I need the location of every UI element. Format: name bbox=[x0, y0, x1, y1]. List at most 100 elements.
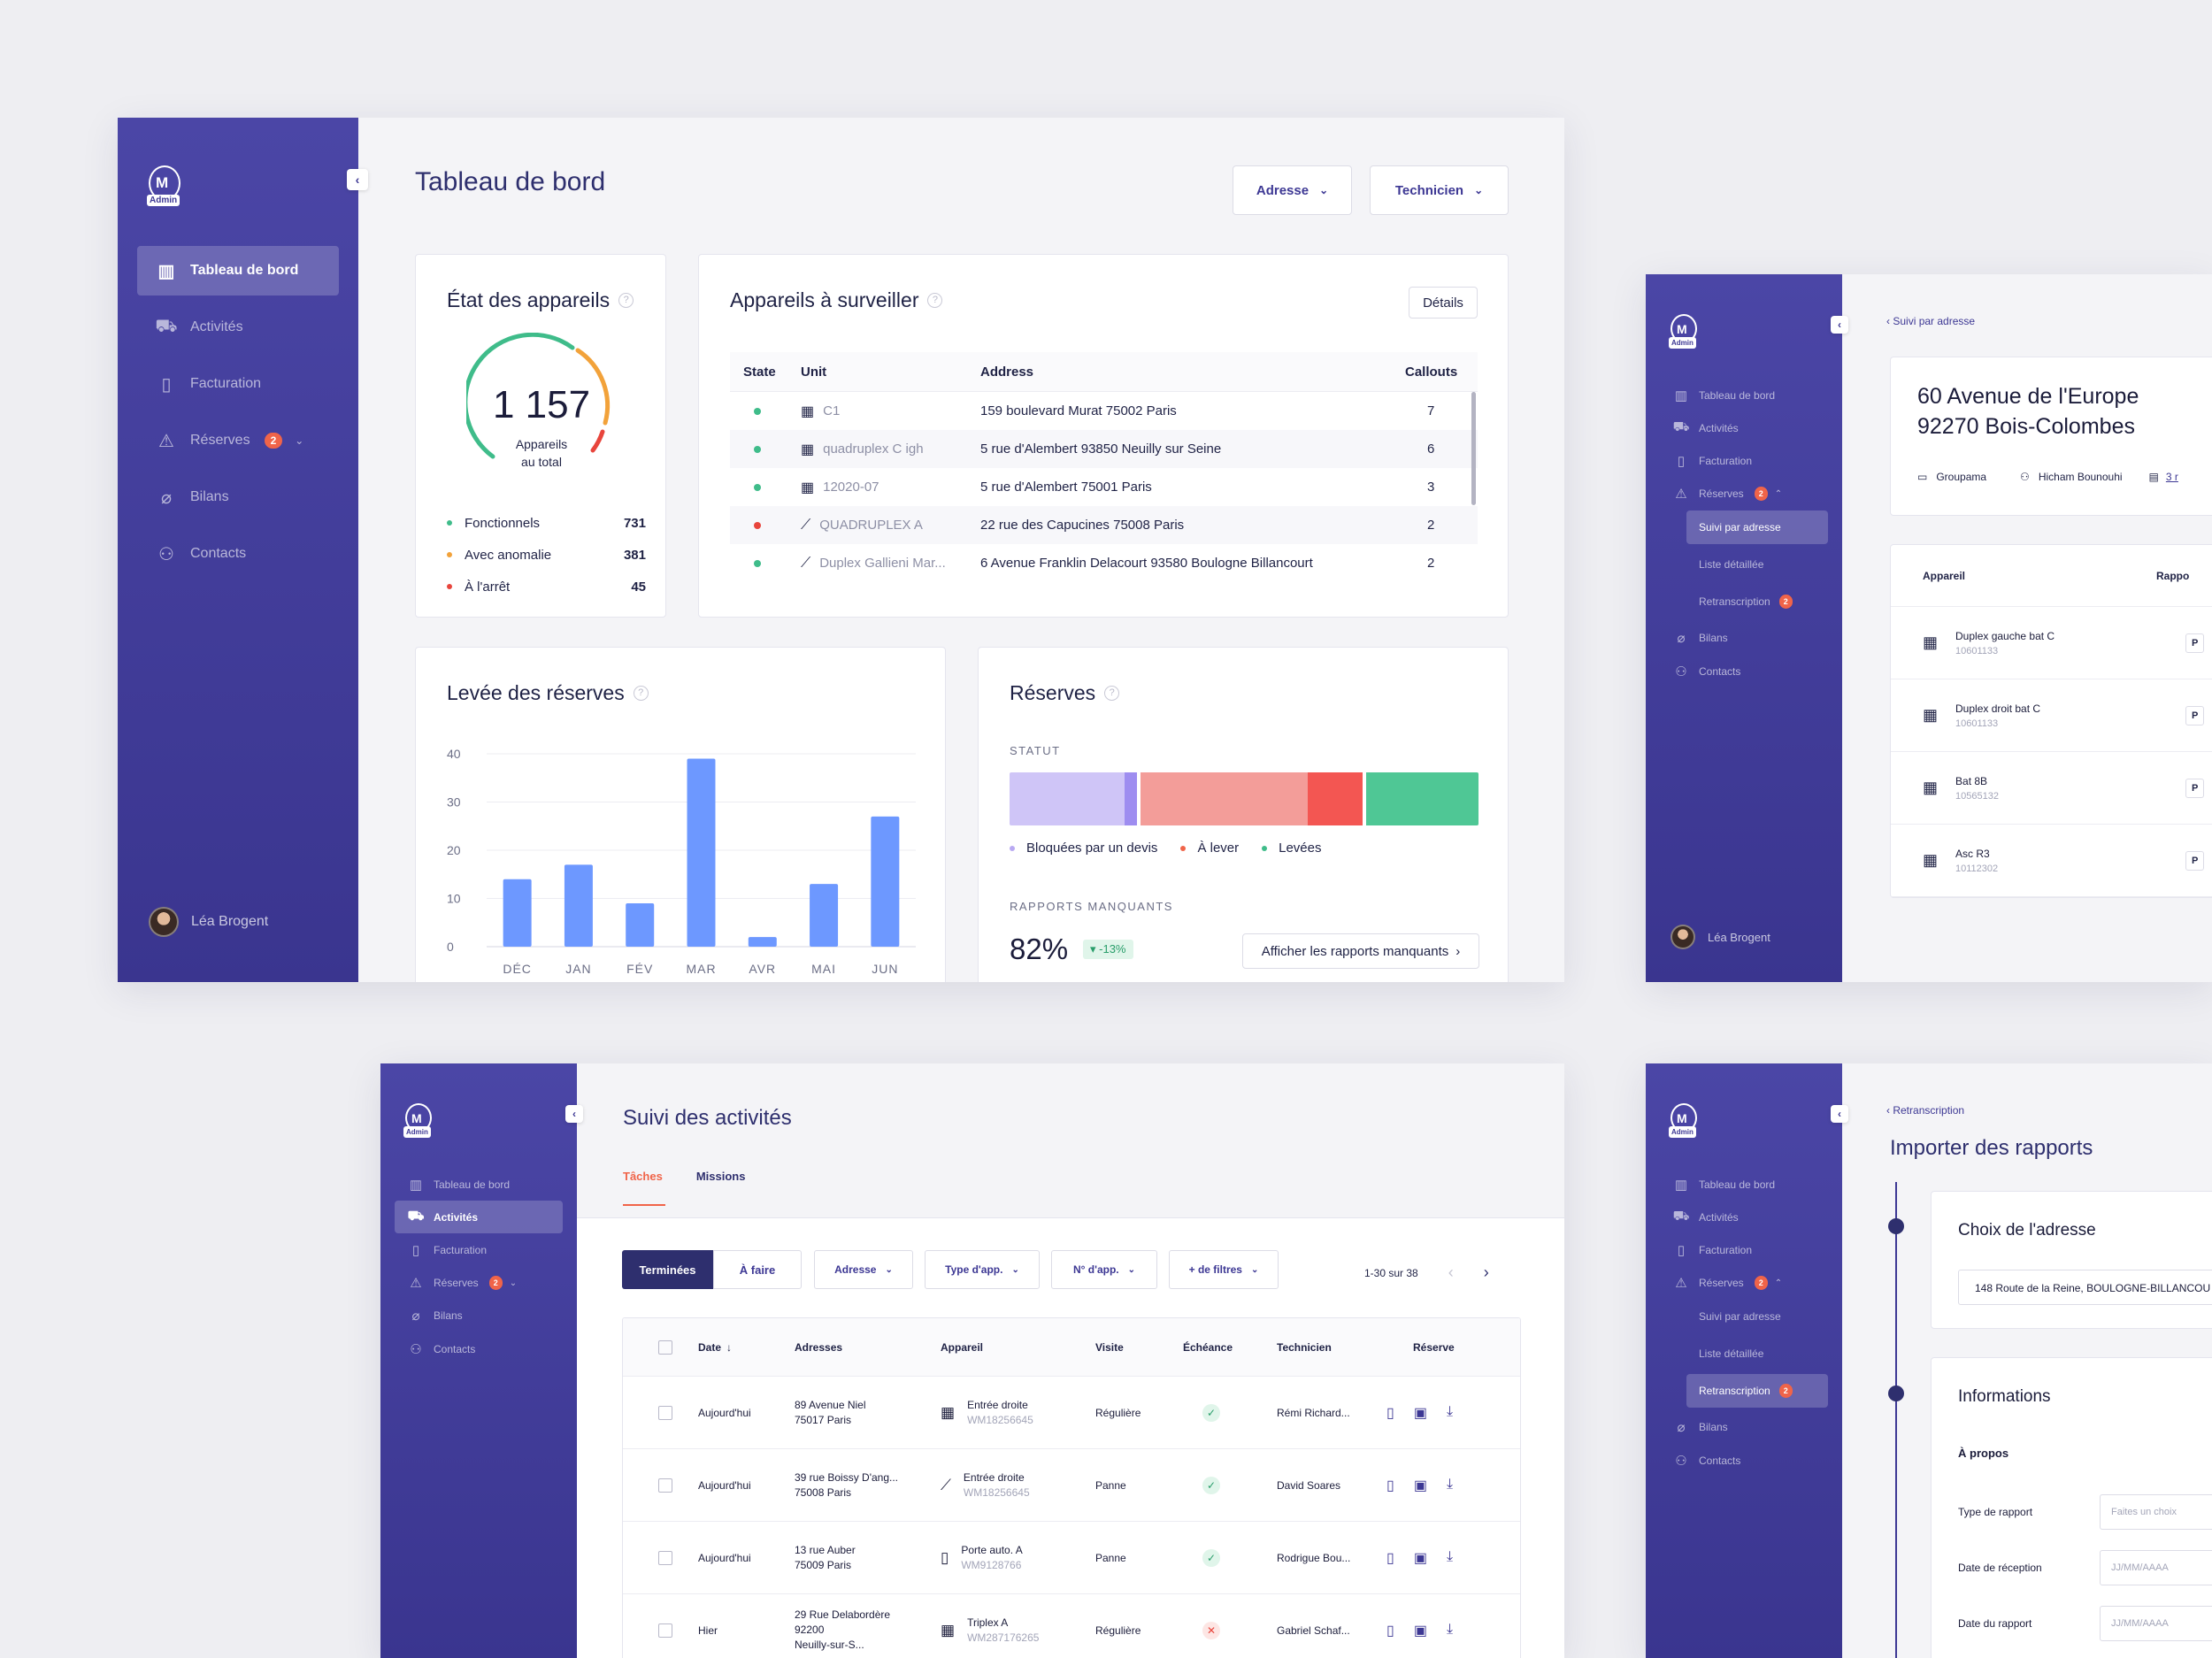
table-row[interactable]: Aujourd'hui 13 rue Auber 75009 Paris ▯ Porte… bbox=[623, 1522, 1520, 1594]
chevron-right-icon[interactable]: › bbox=[1483, 1263, 1489, 1281]
report-tag[interactable]: P bbox=[2185, 705, 2205, 725]
sidebar-item-3[interactable]: ⚠ Réserves 2 ⌄ bbox=[137, 416, 339, 465]
sidebar-item-2[interactable]: ▯ Facturation bbox=[395, 1233, 563, 1266]
collapse-sidebar-button[interactable]: ‹ bbox=[565, 1105, 583, 1123]
download-icon[interactable]: ⤓ bbox=[1446, 1548, 1454, 1564]
col-reserve[interactable]: Réserve bbox=[1413, 1340, 1455, 1354]
sidebar-item-0[interactable]: ▥ Tableau de bord bbox=[1660, 379, 1828, 411]
details-button[interactable]: Détails bbox=[1409, 287, 1478, 319]
list-item[interactable]: ▦ Bat 8B 10565132 P bbox=[1891, 752, 2212, 825]
table-row[interactable]: ▦ 12020-07 5 rue d'Alembert 75001 Paris 3 bbox=[730, 468, 1478, 506]
sidebar-item-2[interactable]: ▯ Facturation bbox=[1660, 444, 1828, 477]
image-icon[interactable]: ▣ bbox=[1413, 1550, 1427, 1566]
sidebar-item-0[interactable]: ▥ Tableau de bord bbox=[1660, 1168, 1828, 1201]
download-icon[interactable]: ⤓ bbox=[1446, 1476, 1454, 1492]
sidebar-item-2[interactable]: ▯ Facturation bbox=[137, 359, 339, 409]
sidebar-item-1[interactable]: ⛟ Activités bbox=[1660, 411, 1828, 444]
sidebar-item-5[interactable]: ⚇ Contacts bbox=[137, 529, 339, 579]
table-row[interactable]: Aujourd'hui 89 Avenue Niel 75017 Paris ▦ Ent… bbox=[623, 1377, 1520, 1449]
col-unit[interactable]: Unit bbox=[801, 364, 827, 380]
row-checkbox[interactable] bbox=[658, 1623, 672, 1638]
bar-JAN[interactable] bbox=[564, 864, 593, 947]
breadcrumb[interactable]: ‹ Retranscription bbox=[1886, 1104, 1964, 1117]
select-all-checkbox[interactable] bbox=[658, 1339, 672, 1355]
sidebar-item-0[interactable]: ▥ Tableau de bord bbox=[137, 246, 339, 296]
report-tag[interactable]: P bbox=[2185, 850, 2205, 871]
bar-JUN[interactable] bbox=[871, 816, 900, 947]
sidebar-item-extra-1[interactable]: ⚇ Contacts bbox=[1660, 1444, 1828, 1477]
table-row[interactable]: ▦ quadruplex C igh 5 rue d'Alembert 93850 … bbox=[730, 430, 1478, 468]
col-technicien[interactable]: Technicien bbox=[1277, 1340, 1332, 1354]
user-profile[interactable]: Léa Brogent bbox=[149, 907, 268, 937]
sidebar-item-0[interactable]: ▥ Tableau de bord bbox=[395, 1168, 563, 1201]
bar-MAR[interactable] bbox=[687, 758, 716, 947]
bar-MAI[interactable] bbox=[810, 884, 839, 947]
download-icon[interactable]: ⤓ bbox=[1446, 1621, 1454, 1637]
col-address[interactable]: Address bbox=[980, 364, 1034, 380]
filter-technicien[interactable]: Technicien ⌄ bbox=[1370, 165, 1509, 215]
col-appareil[interactable]: Appareil bbox=[941, 1340, 984, 1354]
breadcrumb[interactable]: ‹ Suivi par adresse bbox=[1886, 315, 1975, 327]
sidebar-item-1[interactable]: ⛟ Activités bbox=[395, 1201, 563, 1234]
address-input[interactable]: 148 Route de la Reine, BOULOGNE-BILLANCO… bbox=[1958, 1270, 2212, 1305]
col-appareil[interactable]: Appareil bbox=[1923, 569, 1966, 582]
segment-a-faire[interactable]: À faire bbox=[713, 1250, 802, 1289]
sidebar-item-1[interactable]: ⛟ Activités bbox=[1660, 1201, 1828, 1233]
document-icon[interactable]: ▯ bbox=[1386, 1405, 1394, 1421]
table-row[interactable]: ⟋ Duplex Gallieni Mar... 6 Avenue Franklin… bbox=[730, 544, 1478, 582]
table-row[interactable]: ⟋ QUADRUPLEX A 22 rue des Capucines 75008 … bbox=[730, 506, 1478, 544]
chevron-up-icon[interactable]: ⌃ bbox=[1774, 488, 1783, 499]
col-state[interactable]: State bbox=[743, 364, 776, 380]
document-icon[interactable]: ▯ bbox=[1386, 1478, 1394, 1493]
help-icon[interactable]: ? bbox=[1104, 686, 1120, 701]
subnav-item-1[interactable]: Liste détaillée bbox=[1686, 548, 1828, 581]
sidebar-item-3[interactable]: ⚠ Réserves 2 ⌃ bbox=[1660, 1267, 1828, 1300]
col-date[interactable]: Date ↓ bbox=[698, 1341, 795, 1354]
col-echeance[interactable]: Échéance bbox=[1183, 1340, 1233, 1354]
table-row[interactable]: ▦ C1 159 boulevard Murat 75002 Paris 7 bbox=[730, 392, 1478, 430]
subnav-item-0[interactable]: Suivi par adresse bbox=[1686, 510, 1828, 544]
meta-reports[interactable]: 3 r bbox=[2165, 471, 2178, 483]
image-icon[interactable]: ▣ bbox=[1413, 1478, 1427, 1493]
afficher-rapports-button[interactable]: Afficher les rapports manquants › bbox=[1242, 933, 1479, 969]
sidebar-item-extra-1[interactable]: ⚇ Contacts bbox=[1660, 655, 1828, 687]
filter-dropdown-1[interactable]: Type d'app. ⌄ bbox=[925, 1250, 1040, 1289]
sidebar-item-extra-0[interactable]: ⌀ Bilans bbox=[1660, 1411, 1828, 1444]
sidebar-item-extra-0[interactable]: ⌀ Bilans bbox=[1660, 622, 1828, 655]
tab-taches[interactable]: Tâches bbox=[623, 1170, 665, 1206]
chevron-down-icon[interactable]: ⌄ bbox=[295, 434, 304, 447]
report-tag[interactable]: P bbox=[2185, 778, 2205, 798]
chevron-down-icon[interactable]: ⌄ bbox=[509, 1278, 518, 1288]
filter-dropdown-3[interactable]: + de filtres ⌄ bbox=[1169, 1250, 1279, 1289]
row-checkbox[interactable] bbox=[658, 1550, 672, 1565]
collapse-sidebar-button[interactable]: ‹ bbox=[347, 169, 368, 190]
bar-DÉC[interactable] bbox=[503, 879, 532, 947]
list-item[interactable]: ▦ Asc R3 10112302 P bbox=[1891, 825, 2212, 897]
sidebar-item-4[interactable]: ⌀ Bilans bbox=[395, 1300, 563, 1332]
image-icon[interactable]: ▣ bbox=[1413, 1623, 1427, 1639]
document-icon[interactable]: ▯ bbox=[1386, 1550, 1394, 1566]
bar-FÉV[interactable] bbox=[626, 902, 655, 947]
bar-AVR[interactable] bbox=[748, 937, 777, 947]
row-checkbox[interactable] bbox=[658, 1478, 672, 1493]
filter-adresse[interactable]: Adresse ⌄ bbox=[1233, 165, 1352, 215]
user-profile[interactable]: Léa Brogent bbox=[1671, 925, 1770, 949]
sidebar-item-3[interactable]: ⚠ Réserves 2 ⌄ bbox=[395, 1267, 563, 1300]
subnav-item-2[interactable]: Retranscription 2 bbox=[1686, 1373, 1828, 1408]
col-callouts[interactable]: Callouts bbox=[1405, 364, 1458, 380]
sidebar-item-4[interactable]: ⌀ Bilans bbox=[137, 472, 339, 522]
field-input[interactable]: JJ/MM/AAAA bbox=[2100, 1549, 2212, 1585]
subnav-item-1[interactable]: Liste détaillée bbox=[1686, 1337, 1828, 1370]
field-input[interactable]: JJ/MM/AAAA bbox=[2100, 1605, 2212, 1641]
help-icon[interactable]: ? bbox=[633, 686, 649, 701]
row-checkbox[interactable] bbox=[658, 1405, 672, 1420]
table-row[interactable]: Hier 29 Rue Delabordère 92200 Neuilly-sur-S… bbox=[623, 1594, 1520, 1658]
sidebar-item-1[interactable]: ⛟ Activités bbox=[137, 303, 339, 352]
col-adresses[interactable]: Adresses bbox=[795, 1340, 843, 1354]
list-item[interactable]: ▦ Duplex droit bat C 10601133 P bbox=[1891, 679, 2212, 752]
download-icon[interactable]: ⤓ bbox=[1446, 1403, 1454, 1419]
report-tag[interactable]: P bbox=[2185, 633, 2205, 653]
col-visite[interactable]: Visite bbox=[1095, 1340, 1124, 1354]
sidebar-item-3[interactable]: ⚠ Réserves 2 ⌃ bbox=[1660, 478, 1828, 510]
image-icon[interactable]: ▣ bbox=[1413, 1405, 1427, 1421]
